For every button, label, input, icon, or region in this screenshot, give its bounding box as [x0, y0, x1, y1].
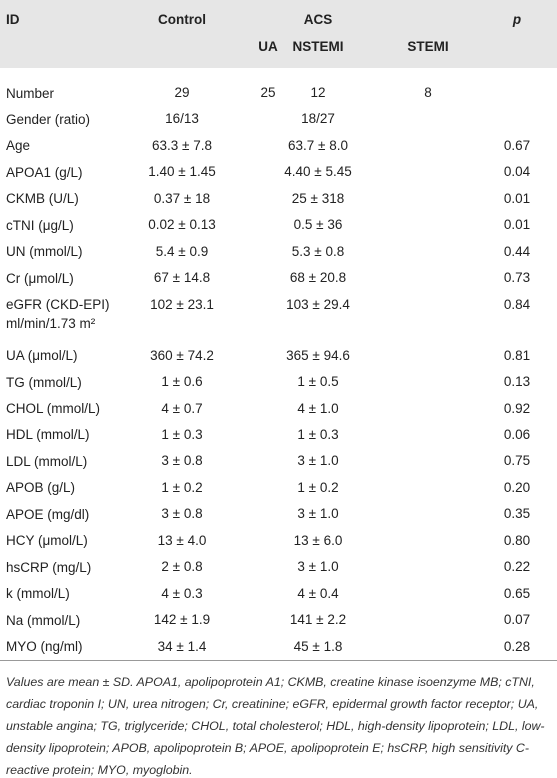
- row-label: hsCRP (mg/L): [6, 559, 92, 575]
- cell-control: 0.02 ± 0.13: [148, 217, 216, 233]
- cell-p: 0.06: [503, 426, 531, 442]
- cell-ua: 25: [260, 85, 276, 100]
- cell-p: 0.01: [503, 190, 531, 206]
- cell-acs: 141 ± 2.2: [289, 612, 347, 628]
- cell-control: 4 ± 0.7: [161, 400, 203, 416]
- cell-control: 3 ± 0.8: [161, 506, 203, 522]
- row-label: CKMB (U/L): [6, 191, 79, 207]
- cell-acs: 1 ± 0.3: [297, 426, 339, 442]
- cell-acs: 3 ± 1.0: [297, 453, 339, 469]
- cell-acs: 0.5 ± 36: [293, 217, 343, 233]
- cell-acs: 68 ± 20.8: [289, 270, 347, 286]
- header-background: [0, 0, 557, 68]
- cell-acs: 1 ± 0.5: [297, 374, 339, 390]
- cell-nstemi: 12: [310, 85, 326, 100]
- row-label: cTNI (μg/L): [6, 217, 74, 233]
- cell-p: 0.28: [503, 638, 531, 654]
- header-acs: ACS: [303, 12, 333, 27]
- header-ua: UA: [258, 39, 278, 54]
- cell-p: 0.01: [503, 217, 531, 233]
- row-label: APOB (g/L): [6, 480, 76, 496]
- row-label: APOA1 (g/L): [6, 164, 83, 180]
- cell-p: 0.04: [503, 164, 531, 180]
- cell-acs: 1 ± 0.2: [297, 479, 339, 495]
- cell-p: 0.80: [503, 532, 531, 548]
- cell-acs: 5.3 ± 0.8: [291, 243, 345, 259]
- cell-p: 0.44: [503, 243, 531, 259]
- row-label: Na (mmol/L): [6, 612, 81, 628]
- row-label: LDL (mmol/L): [6, 453, 88, 469]
- cell-p: 0.73: [503, 270, 531, 286]
- cell-acs: 18/27: [301, 111, 335, 127]
- cell-control: 5.4 ± 0.9: [155, 243, 209, 259]
- cell-control: 2 ± 0.8: [161, 559, 203, 575]
- header-stemi: STEMI: [407, 39, 449, 54]
- row-label: Number: [6, 85, 55, 101]
- cell-p: 0.35: [503, 506, 531, 522]
- cell-p: 0.13: [503, 374, 531, 390]
- row-label: HDL (mmol/L): [6, 427, 90, 443]
- cell-control: 16/13: [165, 111, 199, 127]
- cell-acs: 25 ± 318: [291, 190, 345, 206]
- cell-control: 67 ± 14.8: [153, 270, 211, 286]
- cell-acs: 63.7 ± 8.0: [288, 137, 348, 153]
- cell-acs: 4 ± 0.4: [297, 585, 339, 601]
- cell-p: 0.07: [503, 612, 531, 628]
- cell-p: 0.20: [503, 479, 531, 495]
- row-label: HCY (μmol/L): [6, 533, 88, 549]
- footnote: Values are mean ± SD. APOA1, apolipoprot…: [6, 675, 545, 777]
- cell-control: 3 ± 0.8: [161, 453, 203, 469]
- row-label: Cr (μmol/L): [6, 270, 74, 286]
- cell-acs: 365 ± 94.6: [286, 347, 350, 363]
- cell-p: 0.75: [503, 453, 531, 469]
- cell-p: 0.81: [503, 347, 531, 363]
- header-p: p: [512, 12, 522, 27]
- cell-control: 360 ± 74.2: [150, 347, 214, 363]
- cell-acs: 103 ± 29.4: [286, 296, 350, 312]
- cell-acs: 3 ± 1.0: [297, 506, 339, 522]
- cell-p: 0.92: [503, 400, 531, 416]
- header-nstemi: NSTEMI: [292, 39, 344, 54]
- row-label: Gender (ratio): [6, 111, 91, 127]
- cell-acs: 4.40 ± 5.45: [284, 164, 352, 180]
- row-label: MYO (ng/ml): [6, 639, 83, 655]
- cell-control: 1 ± 0.2: [161, 479, 203, 495]
- cell-acs: 13 ± 6.0: [293, 532, 343, 548]
- cell-p: 0.84: [503, 296, 531, 312]
- cell-control: 29: [174, 85, 190, 100]
- row-label: APOE (mg/dl): [6, 506, 90, 522]
- header-control: Control: [158, 12, 206, 27]
- cell-control: 0.37 ± 18: [153, 190, 211, 206]
- cell-control: 34 ± 1.4: [157, 638, 207, 654]
- cell-control: 1 ± 0.3: [161, 426, 203, 442]
- cell-control: 63.3 ± 7.8: [152, 137, 212, 153]
- cell-acs: 3 ± 1.0: [297, 559, 339, 575]
- cell-control: 1.40 ± 1.45: [148, 164, 216, 180]
- row-label: UN (mmol/L): [6, 244, 83, 260]
- row-label: eGFR (CKD-EPI) ml/min/1.73 m²: [6, 297, 110, 332]
- footnote-rule: [0, 660, 557, 661]
- cell-control: 142 ± 1.9: [153, 612, 211, 628]
- cell-p: 0.65: [503, 585, 531, 601]
- row-label: TG (mmol/L): [6, 374, 82, 390]
- cell-control: 102 ± 23.1: [150, 296, 214, 312]
- cell-control: 13 ± 4.0: [157, 532, 207, 548]
- row-label: k (mmol/L): [6, 586, 70, 602]
- header-id: ID: [6, 12, 20, 27]
- cell-p: 0.22: [503, 559, 531, 575]
- cell-control: 1 ± 0.6: [161, 374, 203, 390]
- cell-acs: 4 ± 1.0: [297, 400, 339, 416]
- row-label: CHOL (mmol/L): [6, 401, 101, 416]
- cell-control: 4 ± 0.3: [161, 585, 203, 601]
- cell-acs: 45 ± 1.8: [293, 638, 343, 654]
- row-label: UA (μmol/L): [6, 348, 78, 364]
- cell-stemi: 8: [424, 85, 432, 100]
- cell-p: 0.67: [503, 137, 531, 153]
- row-label: Age: [6, 138, 31, 154]
